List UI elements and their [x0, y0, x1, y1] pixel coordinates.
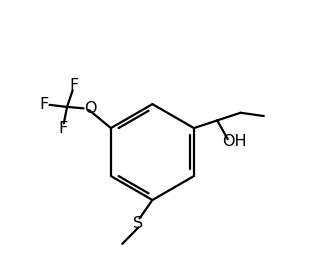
Text: O: O — [84, 101, 96, 116]
Text: S: S — [133, 216, 143, 231]
Text: F: F — [69, 78, 78, 93]
Text: F: F — [58, 121, 68, 136]
Text: F: F — [39, 97, 48, 112]
Text: OH: OH — [222, 134, 247, 149]
